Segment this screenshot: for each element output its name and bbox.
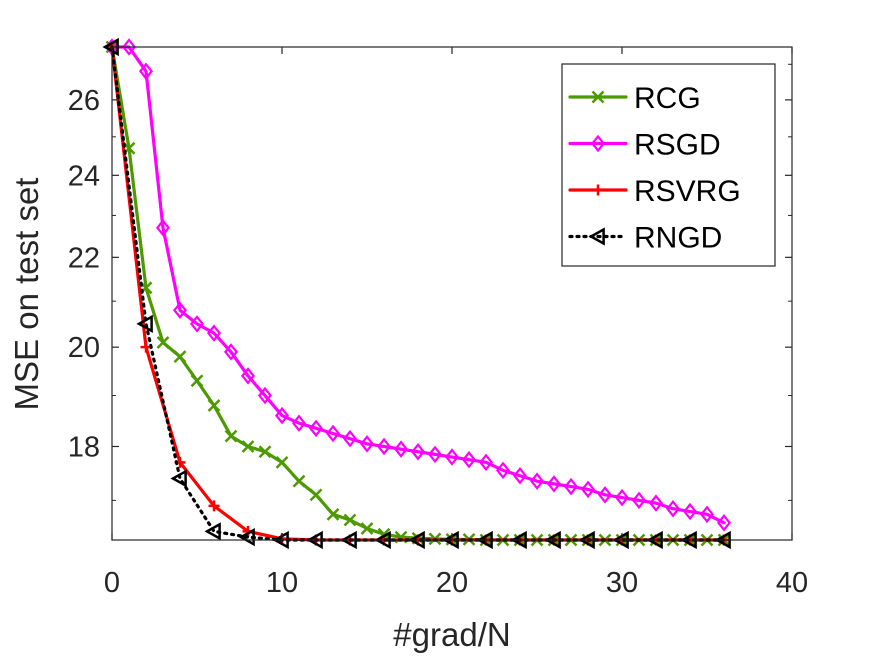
- data-point-rsgd-19: [427, 445, 443, 464]
- data-point-rsgd-18: [410, 442, 426, 461]
- legend-marker-rsvrg: [592, 184, 604, 196]
- data-point-rsgd-14: [342, 429, 358, 448]
- data-point-rsgd-32: [648, 494, 664, 512]
- data-point-rsgd-10: [274, 406, 290, 425]
- data-point-rcg-4: [173, 350, 187, 364]
- data-point-rsgd-2: [138, 62, 154, 81]
- y-tick-label: 24: [68, 160, 100, 192]
- legend-entry-rsgd: RSGD: [568, 129, 721, 162]
- data-point-rcg-3: [156, 336, 170, 349]
- series-line-rsgd: [110, 45, 726, 525]
- legend-entry-rsvrg: RSVRG: [568, 175, 741, 208]
- legend-marker-rcg: [591, 90, 605, 104]
- data-point-rsgd-21: [461, 450, 477, 469]
- legend: RCG RSGD RSVRG RNGD: [561, 63, 776, 267]
- data-point-rsgd-27: [563, 477, 579, 496]
- axes-layer: [111, 46, 793, 541]
- data-point-rsgd-34: [682, 502, 698, 521]
- data-point-rsgd-25: [529, 472, 545, 490]
- data-point-rsgd-8: [240, 367, 256, 385]
- data-point-rsgd-35: [699, 505, 715, 524]
- data-point-rcg-14: [343, 513, 357, 527]
- legend-label-rcg: RCG: [634, 82, 701, 115]
- tick-label-layer: 0 10 20 30 40 18 20 22 24 26: [68, 85, 808, 599]
- data-point-rsgd-31: [631, 491, 647, 510]
- data-point-rcg-8: [241, 440, 255, 453]
- legend-label-rsvrg: RSVRG: [634, 175, 741, 208]
- data-point-rcg-10: [275, 455, 289, 469]
- data-point-rsgd-26: [546, 475, 562, 493]
- data-point-rsgd-17: [393, 440, 409, 458]
- data-point-rcg-12: [309, 488, 323, 502]
- data-point-rsgd-15: [359, 435, 375, 453]
- data-point-rsgd-11: [291, 414, 307, 432]
- x-tick-label: 0: [104, 567, 120, 599]
- legend-entry-rcg: RCG: [568, 82, 701, 115]
- x-axis-label: #grad/N: [393, 616, 510, 653]
- x-tick-label: 20: [436, 567, 468, 599]
- data-point-rcg-13: [326, 507, 340, 521]
- data-point-rsgd-24: [512, 466, 528, 485]
- data-point-rsgd-13: [325, 424, 341, 443]
- x-tick-label: 30: [606, 567, 638, 599]
- data-point-rsgd-12: [308, 419, 324, 438]
- y-tick-label: 22: [68, 242, 100, 274]
- data-point-rngd-1: [136, 314, 153, 334]
- data-point-rcg-5: [190, 374, 204, 388]
- x-tick-label: 10: [266, 567, 298, 599]
- data-point-rsgd-28: [580, 480, 596, 499]
- data-point-rcg-11: [292, 474, 306, 488]
- legend-marker-rngd: [588, 227, 605, 246]
- x-tick-label: 40: [776, 567, 808, 599]
- data-point-rngd-4: [238, 527, 255, 547]
- data-point-rsgd-1: [121, 38, 137, 56]
- y-axis-label: MSE on test set: [8, 178, 45, 411]
- data-point-rngd-3: [204, 522, 221, 541]
- data-point-rcg-9: [258, 445, 272, 459]
- y-tick-label: 20: [68, 332, 100, 364]
- data-point-rcg-15: [360, 522, 374, 535]
- data-point-rsgd-5: [189, 315, 205, 333]
- data-point-rsgd-20: [444, 448, 460, 466]
- y-tick-label: 18: [68, 431, 100, 463]
- legend-entry-rngd: RNGD: [568, 222, 722, 255]
- data-point-rsgd-30: [614, 488, 630, 507]
- data-point-rsgd-16: [376, 437, 392, 456]
- data-point-rsvrg-3: [208, 500, 220, 512]
- data-point-rcg-6: [207, 399, 221, 412]
- series-rsgd: [104, 38, 732, 532]
- data-point-rsgd-3: [155, 219, 171, 237]
- data-point-rsgd-23: [495, 461, 511, 480]
- data-point-rsgd-33: [665, 499, 681, 518]
- legend-label-rngd: RNGD: [634, 222, 722, 255]
- data-point-rsgd-7: [223, 343, 239, 361]
- data-point-rsgd-36: [716, 514, 732, 532]
- y-tick-label: 26: [68, 85, 100, 117]
- data-point-rsgd-6: [206, 324, 222, 342]
- data-point-rcg-7: [224, 429, 238, 443]
- legend-label-rsgd: RSGD: [634, 129, 721, 162]
- data-point-rsgd-9: [257, 386, 273, 405]
- data-point-rngd-2: [170, 469, 187, 488]
- data-point-rsgd-29: [597, 486, 613, 504]
- data-point-rsgd-4: [172, 301, 188, 319]
- legend-marker-rsgd: [590, 134, 606, 153]
- data-point-rsgd-22: [478, 453, 494, 472]
